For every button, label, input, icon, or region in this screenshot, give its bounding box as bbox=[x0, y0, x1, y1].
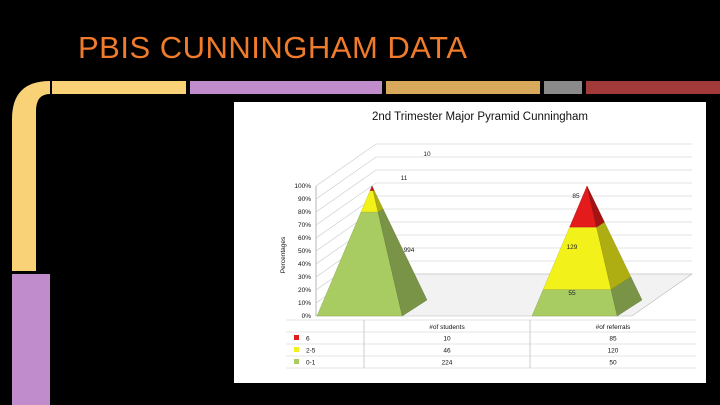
y-tick-label: 40% bbox=[298, 261, 311, 268]
pyramid-segment-side bbox=[371, 185, 375, 191]
legend-label: 2-5 bbox=[306, 348, 316, 355]
gridline bbox=[315, 182, 692, 226]
table-cell: 120 bbox=[608, 348, 619, 355]
accent-bar-red bbox=[586, 81, 720, 94]
chart-title: 2nd Trimester Major Pyramid Cunningham bbox=[372, 111, 588, 123]
pyramid-data-label: 994 bbox=[404, 247, 415, 254]
pyramid-data-label: 55 bbox=[568, 290, 576, 297]
pyramid-segment-side bbox=[586, 185, 605, 228]
gridline bbox=[315, 169, 692, 213]
x-category-label: #of referrals bbox=[596, 324, 631, 331]
accent-bar-yellow bbox=[52, 81, 186, 94]
gridline bbox=[315, 143, 692, 187]
table-cell: 46 bbox=[443, 348, 451, 355]
y-tick-label: 0% bbox=[302, 313, 312, 320]
x-category-label: #of students bbox=[429, 324, 465, 331]
gridline bbox=[315, 156, 692, 200]
y-tick-label: 100% bbox=[294, 183, 311, 190]
y-tick-label: 10% bbox=[298, 300, 311, 307]
table-cell: 50 bbox=[609, 360, 617, 367]
table-cell: 224 bbox=[442, 360, 453, 367]
y-tick-label: 90% bbox=[298, 196, 311, 203]
accent-bar-gray bbox=[544, 81, 582, 94]
accent-side-purple bbox=[12, 274, 50, 405]
chart-panel: 2nd Trimester Major Pyramid Cunningham P… bbox=[234, 102, 706, 383]
legend-label: 6 bbox=[306, 336, 310, 343]
y-tick-label: 80% bbox=[298, 209, 311, 216]
slide-title: PBIS CUNNINGHAM DATA bbox=[78, 30, 468, 65]
accent-bar-tan bbox=[386, 81, 540, 94]
pyramid-chart: 2nd Trimester Major Pyramid Cunningham P… bbox=[280, 111, 696, 369]
pyramid-data-label: 11 bbox=[401, 175, 408, 182]
y-tick-label: 70% bbox=[298, 222, 311, 229]
accent-bar-purple bbox=[190, 81, 382, 94]
table-cell: 85 bbox=[609, 336, 617, 343]
accent-corner-yellow bbox=[12, 81, 50, 271]
legend-swatch bbox=[294, 359, 299, 364]
y-tick-label: 20% bbox=[298, 287, 311, 294]
y-axis-label: Percentages bbox=[280, 236, 287, 273]
legend-swatch bbox=[294, 335, 299, 340]
pyramid-data-label: 85 bbox=[572, 193, 580, 200]
y-tick-label: 60% bbox=[298, 235, 311, 242]
legend-swatch bbox=[294, 347, 299, 352]
table-cell: 10 bbox=[443, 336, 451, 343]
pyramid-data-label: 129 bbox=[567, 244, 578, 251]
y-tick-label: 50% bbox=[298, 248, 311, 255]
y-tick-label: 30% bbox=[298, 274, 311, 281]
legend-label: 0-1 bbox=[306, 360, 316, 367]
pyramid-data-label: 10 bbox=[423, 151, 431, 158]
